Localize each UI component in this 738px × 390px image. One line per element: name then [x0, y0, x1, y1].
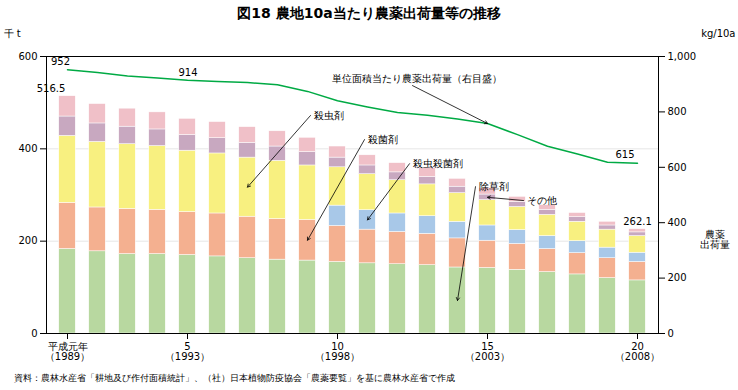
svg-text:殺虫剤: 殺虫剤 — [314, 110, 344, 121]
svg-text:400: 400 — [18, 143, 37, 154]
svg-text:単位面積当たり農薬出荷量（右目盛）: 単位面積当たり農薬出荷量（右目盛） — [332, 73, 502, 84]
svg-text:20（2008）: 20（2008） — [615, 341, 660, 362]
svg-text:914: 914 — [179, 67, 198, 78]
svg-text:殺菌剤: 殺菌剤 — [368, 134, 398, 145]
svg-text:殺虫殺菌剤: 殺虫殺菌剤 — [413, 158, 463, 169]
svg-text:200: 200 — [668, 272, 687, 283]
svg-text:200: 200 — [18, 235, 37, 246]
svg-text:農薬出荷量: 農薬出荷量 — [700, 229, 730, 250]
svg-text:952: 952 — [51, 56, 70, 67]
svg-text:0: 0 — [31, 328, 37, 339]
svg-text:615: 615 — [615, 149, 634, 160]
svg-text:平成元年（1989）: 平成元年（1989） — [45, 341, 90, 362]
svg-text:その他: その他 — [527, 195, 557, 206]
svg-text:0: 0 — [668, 328, 674, 339]
svg-text:400: 400 — [668, 217, 687, 228]
svg-text:1,000: 1,000 — [668, 51, 697, 62]
svg-text:800: 800 — [668, 106, 687, 117]
svg-text:10（1998）: 10（1998） — [315, 341, 360, 362]
svg-text:15（2003）: 15（2003） — [465, 341, 510, 362]
svg-text:600: 600 — [18, 51, 37, 62]
svg-text:千 t: 千 t — [4, 28, 21, 39]
html-text:図18 農地10a当たり農薬出荷量等の推移: 図18 農地10a当たり農薬出荷量等の推移 — [237, 5, 501, 21]
svg-text:262.1: 262.1 — [623, 216, 652, 227]
svg-text:516.5: 516.5 — [37, 83, 66, 94]
svg-text:5（1993）: 5（1993） — [165, 341, 210, 362]
svg-text:除草剤: 除草剤 — [479, 181, 509, 192]
html-text:資料：農林水産省「耕地及び作付面積統計」、（社）日本植物防疫: 資料：農林水産省「耕地及び作付面積統計」、（社）日本植物防疫協会「農薬要覧」を基… — [14, 373, 455, 383]
svg-text:600: 600 — [668, 162, 687, 173]
svg-text:kg/10a: kg/10a — [701, 28, 735, 39]
